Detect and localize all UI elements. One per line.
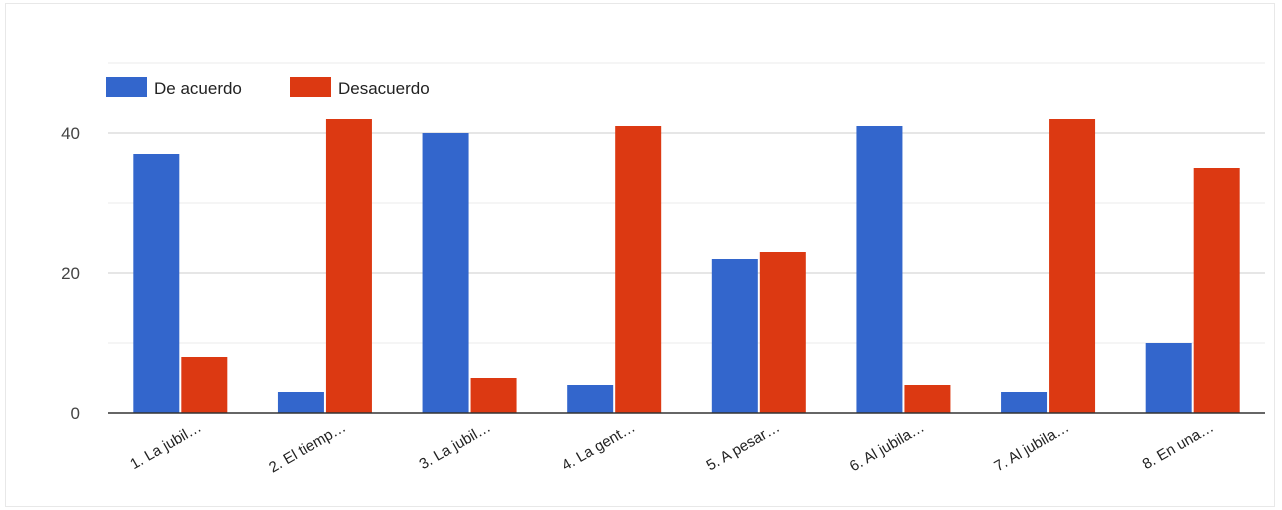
bar-desacuerdo-3[interactable] xyxy=(470,378,517,413)
bar-desacuerdo-1[interactable] xyxy=(181,357,228,413)
x-category-label: 1. La jubil… xyxy=(127,419,204,473)
bar-desacuerdo-7[interactable] xyxy=(1049,119,1096,413)
bar-de-acuerdo-7[interactable] xyxy=(1001,392,1048,413)
bar-de-acuerdo-4[interactable] xyxy=(567,385,614,413)
bar-de-acuerdo-5[interactable] xyxy=(711,259,758,413)
bar-de-acuerdo-1[interactable] xyxy=(133,154,180,413)
bar-desacuerdo-2[interactable] xyxy=(325,119,372,413)
legend-label-desacuerdo: Desacuerdo xyxy=(338,79,430,98)
legend-swatch-de-acuerdo xyxy=(106,77,147,97)
x-axis-labels: 1. La jubil… 2. El tiemp… 3. La jubil… 4. L… xyxy=(127,419,1216,477)
bar-desacuerdo-5[interactable] xyxy=(759,252,806,413)
x-category-label: 7. Al jubila… xyxy=(991,419,1072,475)
x-category-label: 2. El tiemp… xyxy=(266,419,349,477)
x-category-label: 5. A pesar… xyxy=(704,419,783,475)
bar-de-acuerdo-8[interactable] xyxy=(1145,343,1192,413)
legend: De acuerdo Desacuerdo xyxy=(106,77,430,98)
y-tick-label: 20 xyxy=(61,264,80,283)
bar-desacuerdo-4[interactable] xyxy=(615,126,662,413)
y-tick-label: 40 xyxy=(61,124,80,143)
bars xyxy=(133,119,1240,413)
x-category-label: 3. La jubil… xyxy=(416,419,493,473)
bar-desacuerdo-8[interactable] xyxy=(1193,168,1240,413)
bar-desacuerdo-6[interactable] xyxy=(904,385,951,413)
bar-de-acuerdo-3[interactable] xyxy=(422,133,469,413)
y-tick-label: 0 xyxy=(71,404,80,423)
x-category-label: 8. En una… xyxy=(1140,419,1217,473)
y-axis-ticks: 0 20 40 xyxy=(61,124,80,423)
x-category-label: 4. La gent… xyxy=(559,419,638,475)
legend-label-de-acuerdo: De acuerdo xyxy=(154,79,242,98)
x-category-label: 6. Al jubila… xyxy=(847,419,928,475)
legend-swatch-desacuerdo xyxy=(290,77,331,97)
bar-de-acuerdo-6[interactable] xyxy=(856,126,903,413)
bar-de-acuerdo-2[interactable] xyxy=(277,392,324,413)
